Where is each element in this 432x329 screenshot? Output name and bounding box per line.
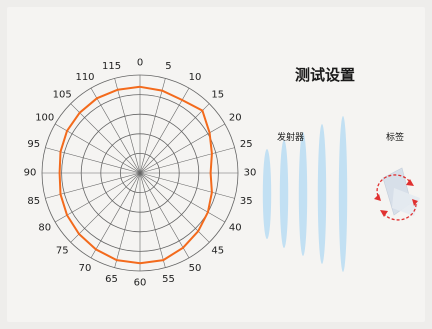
wave-arc (262, 149, 272, 239)
grid-spoke (70, 172, 141, 243)
grid-spoke (139, 172, 166, 268)
arrowhead-icon (380, 210, 388, 217)
angle-tick-label: 55 (162, 274, 175, 285)
grid-spoke (139, 123, 226, 174)
grid-spoke (139, 172, 235, 199)
angle-tick-label: 105 (53, 90, 72, 101)
rotation-arrow-top (376, 174, 411, 197)
tag-illustration (374, 167, 420, 221)
arrowhead-icon (406, 179, 414, 186)
tag-label: 标签 (386, 133, 405, 143)
angle-tick-label: 70 (79, 263, 92, 274)
angle-tick-label: 110 (75, 72, 94, 83)
angle-tick-label: 50 (189, 263, 202, 274)
angle-tick-label: 115 (102, 61, 121, 72)
rotation-arrow-bottom (383, 203, 417, 221)
wave-arc (317, 124, 327, 264)
grid-spoke (114, 78, 141, 174)
angle-tick-label: 85 (27, 196, 40, 207)
setup-title: 测试设置 (295, 66, 356, 84)
angle-tick-label: 45 (211, 245, 224, 256)
grid-spoke (114, 172, 141, 268)
grid-spoke (139, 172, 190, 259)
grid-spoke (54, 123, 141, 174)
grid-spoke (139, 87, 190, 174)
grid-spoke (70, 103, 141, 174)
grid-spoke (139, 103, 210, 174)
arrowhead-icon (412, 199, 418, 206)
angle-tick-label: 5 (165, 61, 171, 72)
arrowhead-icon (374, 194, 381, 201)
grid-spoke (90, 172, 141, 259)
grid-spoke (139, 78, 166, 174)
wave-arc (338, 116, 348, 272)
grid-spoke (54, 172, 141, 223)
angle-tick-label: 10 (189, 72, 202, 83)
grid-spoke (90, 87, 141, 174)
angle-tick-label: 80 (38, 223, 51, 234)
angle-tick-label: 60 (134, 278, 147, 289)
angle-tick-label: 75 (56, 245, 69, 256)
wave-arc (279, 140, 289, 248)
emitter-waves (262, 116, 348, 272)
angle-tick-label: 95 (27, 139, 40, 150)
tag-card-back (392, 188, 420, 216)
angle-tick-labels: 0 5 10 15 20 25 30 35 40 45 50 55 60 65 70 75 80 85 90 95 10… (24, 58, 257, 289)
angle-tick-label: 35 (240, 196, 253, 207)
angle-tick-label: 0 (137, 58, 143, 69)
figure-background (7, 7, 425, 322)
wave-arc (298, 132, 308, 256)
angle-tick-label: 25 (240, 139, 253, 150)
radiation-pattern-line (58, 85, 213, 265)
grid-spoke (139, 147, 235, 174)
angle-tick-label: 15 (211, 90, 224, 101)
angle-tick-label: 30 (244, 168, 257, 179)
angle-tick-label: 65 (105, 274, 118, 285)
angle-tick-label: 90 (24, 168, 37, 179)
polar-grid (41, 74, 239, 272)
grid-spoke (139, 172, 226, 223)
angle-tick-label: 100 (35, 113, 54, 124)
angle-tick-label: 20 (229, 113, 242, 124)
angle-tick-label: 40 (229, 223, 242, 234)
emitter-label: 发射器 (277, 133, 305, 143)
